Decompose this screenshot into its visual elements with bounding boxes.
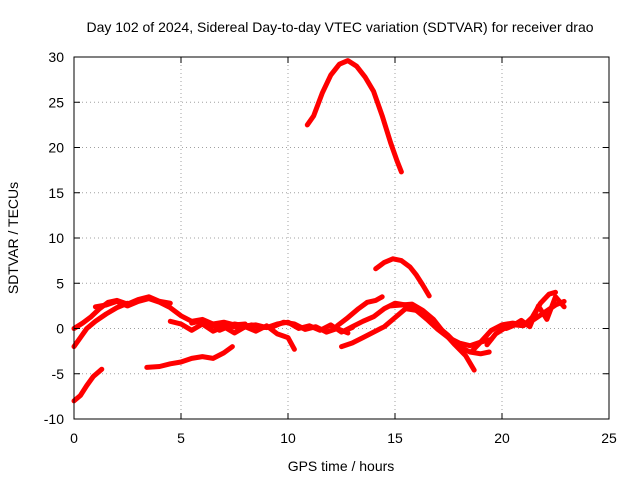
chart-title: Day 102 of 2024, Sidereal Day-to-day VTE…: [86, 19, 593, 35]
x-tick-label: 10: [280, 430, 296, 446]
series-arc-10: [373, 256, 432, 299]
series-arc-17: [503, 289, 558, 331]
y-tick-label: 20: [48, 140, 64, 156]
y-tick-label: -10: [44, 411, 64, 427]
y-tick-label: 0: [56, 321, 64, 337]
data-layer: [71, 58, 567, 404]
y-tick-label: 10: [48, 230, 64, 246]
y-axis-label: SDTVAR / TECUs: [5, 182, 21, 294]
y-tick-label: -5: [52, 366, 65, 382]
tick-layer: 0 5 10 15 20 25 -10 -5 0 5 10 15 20 25 30: [44, 49, 617, 446]
series-arc-13: [339, 306, 492, 357]
series-arc-2: [71, 300, 130, 350]
y-tick-label: 25: [48, 94, 64, 110]
x-tick-label: 0: [70, 430, 78, 446]
x-axis-label: GPS time / hours: [288, 458, 395, 474]
series-arc-14: [388, 301, 477, 373]
series-arc-11: [334, 294, 385, 329]
series-arc-4: [92, 296, 248, 328]
x-tick-label: 25: [601, 430, 617, 446]
series-arc-9: [304, 58, 404, 175]
series-arc-5: [144, 344, 235, 370]
grid-layer: [74, 57, 609, 419]
y-tick-label: 30: [48, 49, 64, 65]
x-tick-label: 20: [494, 430, 510, 446]
x-tick-label: 5: [177, 430, 185, 446]
y-tick-label: 5: [56, 275, 64, 291]
series-arc-8: [217, 319, 351, 336]
series-arc-6: [167, 318, 297, 352]
y-tick-label: 15: [48, 185, 64, 201]
x-tick-label: 15: [387, 430, 403, 446]
series-arc-1: [71, 366, 105, 404]
